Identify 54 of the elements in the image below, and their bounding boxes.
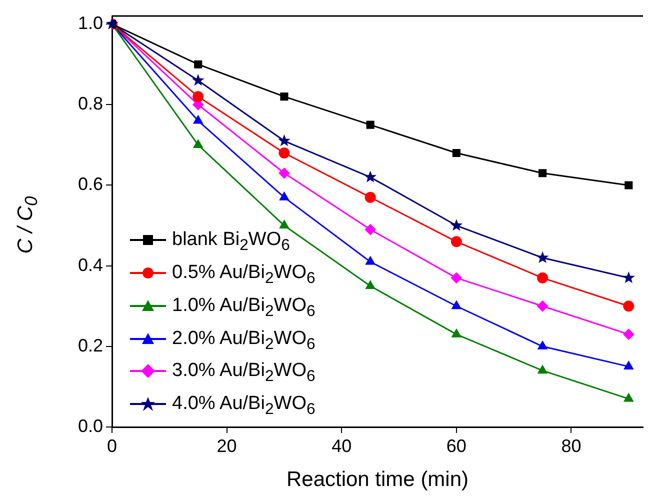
point: [538, 340, 548, 350]
point: [192, 74, 204, 86]
y-tick-label: 0.2: [78, 335, 103, 356]
point: [624, 361, 634, 370]
point: [192, 91, 204, 102]
point: [538, 169, 547, 178]
point: [278, 134, 290, 146]
point: [364, 170, 377, 182]
point: [450, 272, 462, 284]
y-tick-label: 0.8: [78, 94, 103, 114]
point: [538, 365, 548, 374]
point: [365, 256, 376, 265]
x-tick-label: 20: [216, 436, 237, 456]
point: [450, 219, 463, 231]
point: [452, 300, 462, 310]
point: [194, 60, 202, 68]
legend-label: 2.0% Au/Bi$_{2}$WO$_{6}$: [172, 328, 316, 352]
point: [536, 251, 549, 264]
x-tick-label: 40: [332, 436, 352, 456]
legend-label: 4.0% Au/Bi$_{2}$WO$_{6}$: [172, 393, 316, 418]
point: [624, 393, 634, 402]
y-tick-label: 0.0: [78, 416, 103, 436]
x-tick-label: 0: [106, 436, 118, 456]
point: [622, 271, 635, 284]
point: [537, 300, 548, 312]
point: [452, 148, 460, 158]
point: [364, 192, 376, 203]
x-tick-label: 60: [446, 436, 466, 456]
point: [279, 220, 290, 229]
point: [279, 192, 290, 200]
legend-label: 0.5% Au/Bi$_{2}$WO$_{6}$: [172, 262, 316, 287]
legend-label: blank Bi$_{2}$WO$_{6}$: [172, 229, 290, 254]
point: [366, 120, 374, 129]
point: [365, 280, 376, 289]
point: [193, 115, 203, 124]
point: [278, 148, 290, 158]
y-tick-label: 1.0: [78, 13, 103, 34]
point: [452, 328, 462, 338]
point: [623, 328, 634, 340]
point: [624, 181, 633, 190]
point: [364, 224, 376, 236]
y-tick-label: 0.4: [78, 254, 103, 275]
legend-label: 3.0% Au/Bi$_{2}$WO$_{6}$: [172, 360, 316, 386]
point: [623, 300, 634, 312]
y-tick-label: 0.6: [78, 174, 103, 194]
legend-label: 1.0% Au/Bi$_{2}$WO$_{6}$: [172, 294, 316, 320]
point: [193, 139, 203, 148]
point: [106, 18, 118, 30]
point: [450, 236, 462, 248]
point: [280, 92, 288, 101]
point: [537, 272, 548, 284]
x-axis-title: Reaction time (min): [286, 468, 469, 492]
x-tick-label: 80: [561, 436, 582, 456]
point: [278, 168, 290, 179]
